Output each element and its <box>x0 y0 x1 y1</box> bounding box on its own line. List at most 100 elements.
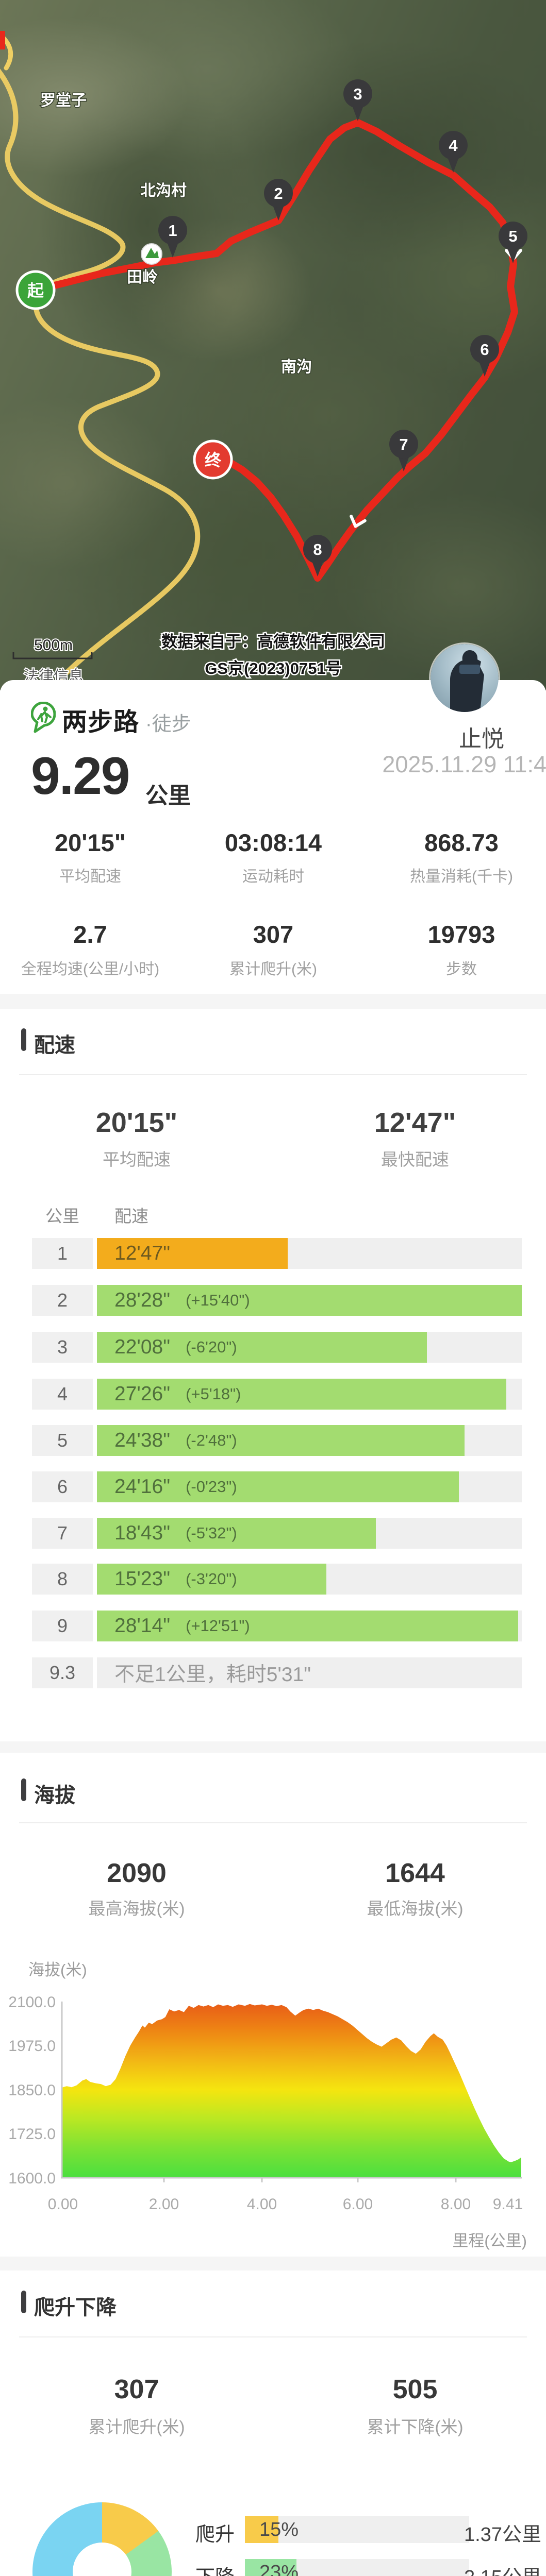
map-label-place: 南沟 <box>281 359 312 376</box>
pace-km-cell: 8 <box>32 1564 93 1595</box>
pace-bar: 不足1公里，耗时5'31" <box>97 1657 522 1688</box>
avg-pace-value: 20'15" <box>95 1107 178 1138</box>
svg-text:2: 2 <box>274 184 283 202</box>
pace-bar-fill <box>97 1425 465 1456</box>
end-marker[interactable]: 终 <box>193 439 233 480</box>
pace-km-cell: 6 <box>32 1471 93 1502</box>
pace-row-partial: 9.3 不足1公里，耗时5'31" <box>0 1657 546 1688</box>
divider-line <box>19 1822 527 1823</box>
stat-avg-speed-value: 2.7 <box>73 921 107 948</box>
x-axis-ticks <box>163 2178 457 2182</box>
avatar-photo <box>431 644 499 712</box>
start-marker[interactable]: 起 <box>15 270 56 310</box>
elevation-chart <box>61 2002 522 2182</box>
pace-bar: 18'43" (-5'32") <box>97 1518 522 1549</box>
pace-bar-fill <box>97 1564 326 1595</box>
pace-bar-text: 27'26" (+5'18") <box>114 1383 241 1405</box>
map-attribution-line1: 数据来自于：高德软件有限公司 <box>161 633 385 651</box>
pace-bar-fill <box>97 1611 519 1641</box>
stat-ascent-label: 累计爬升(米) <box>229 961 317 978</box>
pace-bar-text: 24'38" (-2'48") <box>114 1429 237 1451</box>
pace-bar-fill <box>97 1379 506 1410</box>
section-divider <box>0 2257 546 2270</box>
stat-duration-value: 03:08:14 <box>224 829 322 856</box>
pace-col-pace-header: 配速 <box>114 1207 148 1226</box>
km-marker-5[interactable]: 5 <box>499 222 527 263</box>
stat-duration-label: 运动耗时 <box>242 868 304 885</box>
elevation-y-axis-title: 海拔(米) <box>28 1961 87 1979</box>
x-tick: 2.00 <box>148 2196 179 2213</box>
pace-bar: 28'28" (+15'40") <box>97 1285 522 1316</box>
stat-ascent-value: 307 <box>253 921 294 948</box>
x-tick: 0.00 <box>47 2196 78 2213</box>
legend-bar-fill <box>245 2516 279 2543</box>
km-marker-3[interactable]: 3 <box>343 79 372 121</box>
total-descent-value: 505 <box>392 2375 438 2404</box>
y-tick: 1725.0 <box>8 2126 56 2143</box>
legend-bar: 23% <box>245 2559 469 2576</box>
map-scale-bar: 500m <box>12 636 93 659</box>
pace-bar: 24'16" (-0'23") <box>97 1471 522 1502</box>
stat-calories-label: 热量消耗(千卡) <box>410 868 513 885</box>
section-divider <box>0 1741 546 1753</box>
svg-text:6: 6 <box>480 341 489 359</box>
road-path <box>0 69 201 690</box>
pace-bar-fill <box>97 1518 376 1549</box>
total-ascent-value: 307 <box>114 2375 159 2404</box>
app-name: 两步路 <box>62 708 140 736</box>
stat-calories-value: 868.73 <box>424 829 499 856</box>
map-label-poi: 田岭 <box>127 269 158 286</box>
y-tick: 1850.0 <box>8 2082 56 2099</box>
legend-row-ascent: 爬升 15% 1.37公里 <box>0 2516 546 2546</box>
app-logo-icon <box>30 701 56 734</box>
km-marker-7[interactable]: 7 <box>389 430 418 471</box>
stat-avg-pace-label: 平均配速 <box>59 868 121 885</box>
pace-row: 3 22'08" (-6'20") <box>0 1332 546 1363</box>
legend-pct: 23% <box>259 2561 299 2576</box>
pace-row: 4 27'26" (+5'18") <box>0 1379 546 1410</box>
total-distance-value: 9.29 <box>31 747 130 805</box>
pace-km-cell: 4 <box>32 1379 93 1410</box>
y-tick: 2100.0 <box>8 1994 56 2011</box>
map-label-place: 罗堂子 <box>40 92 87 109</box>
pace-bar-fill <box>97 1471 459 1502</box>
legend-bar: 15% <box>245 2516 469 2543</box>
pace-km-cell: 1 <box>32 1238 93 1269</box>
avatar[interactable] <box>431 644 499 712</box>
pace-section-title: 配速 <box>34 1034 75 1057</box>
pace-km-cell: 9.3 <box>32 1657 93 1688</box>
km-marker-2[interactable]: 2 <box>264 179 293 221</box>
elevation-area <box>62 2004 521 2178</box>
svg-text:起: 起 <box>27 281 44 300</box>
stat-steps-value: 19793 <box>427 921 495 948</box>
svg-text:8: 8 <box>313 540 322 558</box>
pace-km-cell: 7 <box>32 1518 93 1549</box>
satellite-map[interactable]: 田岭 罗堂子 北沟村 南沟 1 2 3 4 5 6 7 8 起 终 500m 法… <box>0 0 546 690</box>
map-edge-marker <box>0 31 5 49</box>
mountain-poi-icon <box>141 243 162 265</box>
km-marker-1[interactable]: 1 <box>158 216 187 258</box>
pace-km-cell: 3 <box>32 1332 93 1363</box>
km-marker-4[interactable]: 4 <box>439 131 468 173</box>
elevation-x-axis-title: 里程(公里) <box>452 2232 527 2250</box>
divider-line <box>19 1074 527 1075</box>
pace-row: 5 24'38" (-2'48") <box>0 1425 546 1456</box>
map-label-place: 北沟村 <box>140 182 187 199</box>
section-accent-bar <box>21 1028 26 1051</box>
avg-pace-label: 平均配速 <box>103 1150 171 1169</box>
elevation-section-title: 海拔 <box>34 1784 75 1807</box>
pace-bar-text: 18'43" (-5'32") <box>114 1522 237 1544</box>
fastest-pace-label: 最快配速 <box>381 1150 449 1169</box>
min-elevation-label: 最低海拔(米) <box>367 1899 464 1918</box>
pace-row: 2 28'28" (+15'40") <box>0 1285 546 1316</box>
legend-label: 下降 <box>155 2561 235 2576</box>
km-marker-6[interactable]: 6 <box>470 335 499 377</box>
pace-bar-fill <box>97 1238 288 1269</box>
svg-text:4: 4 <box>449 137 458 155</box>
pace-row: 7 18'43" (-5'32") <box>0 1518 546 1549</box>
legend-label: 爬升 <box>195 2524 235 2546</box>
pace-bar-text: 24'16" (-0'23") <box>114 1476 237 1498</box>
legend-row-descent: 下降 23% 2.15公里 <box>0 2559 546 2576</box>
km-marker-8[interactable]: 8 <box>303 535 332 577</box>
